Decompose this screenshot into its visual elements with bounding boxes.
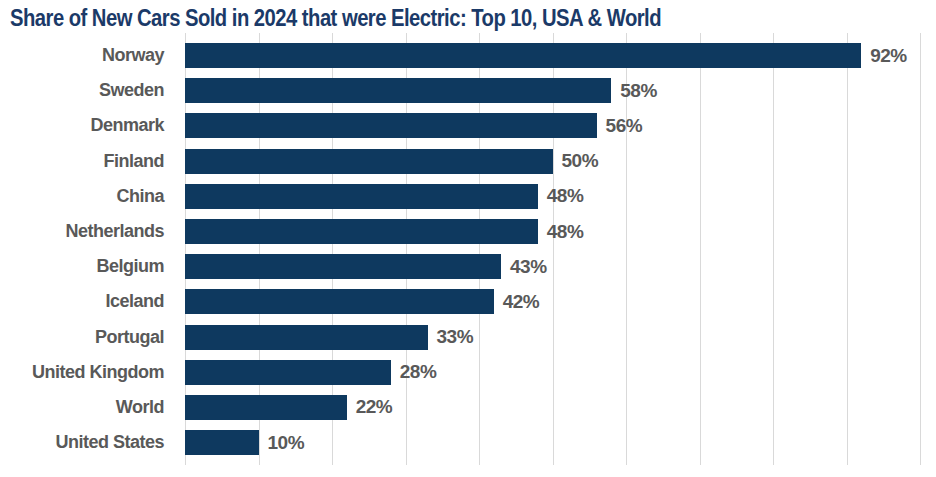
bar-track: 42% [185, 289, 920, 314]
chart-row: Netherlands 48% [0, 214, 936, 249]
bar-track: 22% [185, 395, 920, 420]
bar-track: 43% [185, 254, 920, 279]
bar-rows: Norway 92% Sweden 58% Denmark 56% Finland 50% Ch… [0, 33, 936, 460]
bar [185, 254, 501, 279]
category-label: United States [0, 432, 185, 453]
bar [185, 149, 553, 174]
plot-area: Norway 92% Sweden 58% Denmark 56% Finland 50% Ch… [0, 33, 936, 465]
chart-row: Belgium 43% [0, 249, 936, 284]
value-label: 22% [356, 396, 393, 418]
bar-track: 56% [185, 113, 920, 138]
category-label: Belgium [0, 256, 185, 277]
category-label: Netherlands [0, 221, 185, 242]
bar-track: 33% [185, 325, 920, 350]
bar [185, 219, 538, 244]
value-label: 48% [547, 185, 584, 207]
bar-track: 48% [185, 219, 920, 244]
chart-row: Norway 92% [0, 38, 936, 73]
chart-row: China 48% [0, 179, 936, 214]
value-label: 43% [510, 256, 547, 278]
bar-track: 50% [185, 149, 920, 174]
bar-track: 28% [185, 360, 920, 385]
bar [185, 395, 347, 420]
category-label: Denmark [0, 115, 185, 136]
value-label: 58% [620, 80, 657, 102]
bar [185, 430, 259, 455]
value-label: 28% [400, 361, 437, 383]
chart-row: World 22% [0, 390, 936, 425]
value-label: 92% [870, 45, 907, 67]
category-label: World [0, 397, 185, 418]
category-label: Sweden [0, 80, 185, 101]
category-label: United Kingdom [0, 362, 185, 383]
bar [185, 43, 861, 68]
value-label: 50% [562, 150, 599, 172]
bar [185, 113, 597, 138]
category-label: Iceland [0, 291, 185, 312]
chart-row: United States 10% [0, 425, 936, 460]
bar-track: 58% [185, 78, 920, 103]
chart-row: United Kingdom 28% [0, 355, 936, 390]
bar [185, 325, 428, 350]
bar [185, 78, 611, 103]
chart-row: Iceland 42% [0, 284, 936, 319]
value-label: 48% [547, 221, 584, 243]
value-label: 33% [437, 326, 474, 348]
category-label: China [0, 186, 185, 207]
chart-title: Share of New Cars Sold in 2024 that were… [10, 5, 661, 32]
bar [185, 184, 538, 209]
category-label: Portugal [0, 327, 185, 348]
chart-row: Finland 50% [0, 144, 936, 179]
category-label: Finland [0, 151, 185, 172]
bar-track: 10% [185, 430, 920, 455]
bar-chart: Share of New Cars Sold in 2024 that were… [0, 0, 936, 477]
chart-row: Sweden 58% [0, 73, 936, 108]
bar [185, 360, 391, 385]
bar-track: 48% [185, 184, 920, 209]
value-label: 10% [268, 432, 305, 454]
chart-row: Portugal 33% [0, 320, 936, 355]
value-label: 56% [606, 115, 643, 137]
bar-track: 92% [185, 43, 920, 68]
category-label: Norway [0, 45, 185, 66]
chart-row: Denmark 56% [0, 108, 936, 143]
bar [185, 289, 494, 314]
value-label: 42% [503, 291, 540, 313]
